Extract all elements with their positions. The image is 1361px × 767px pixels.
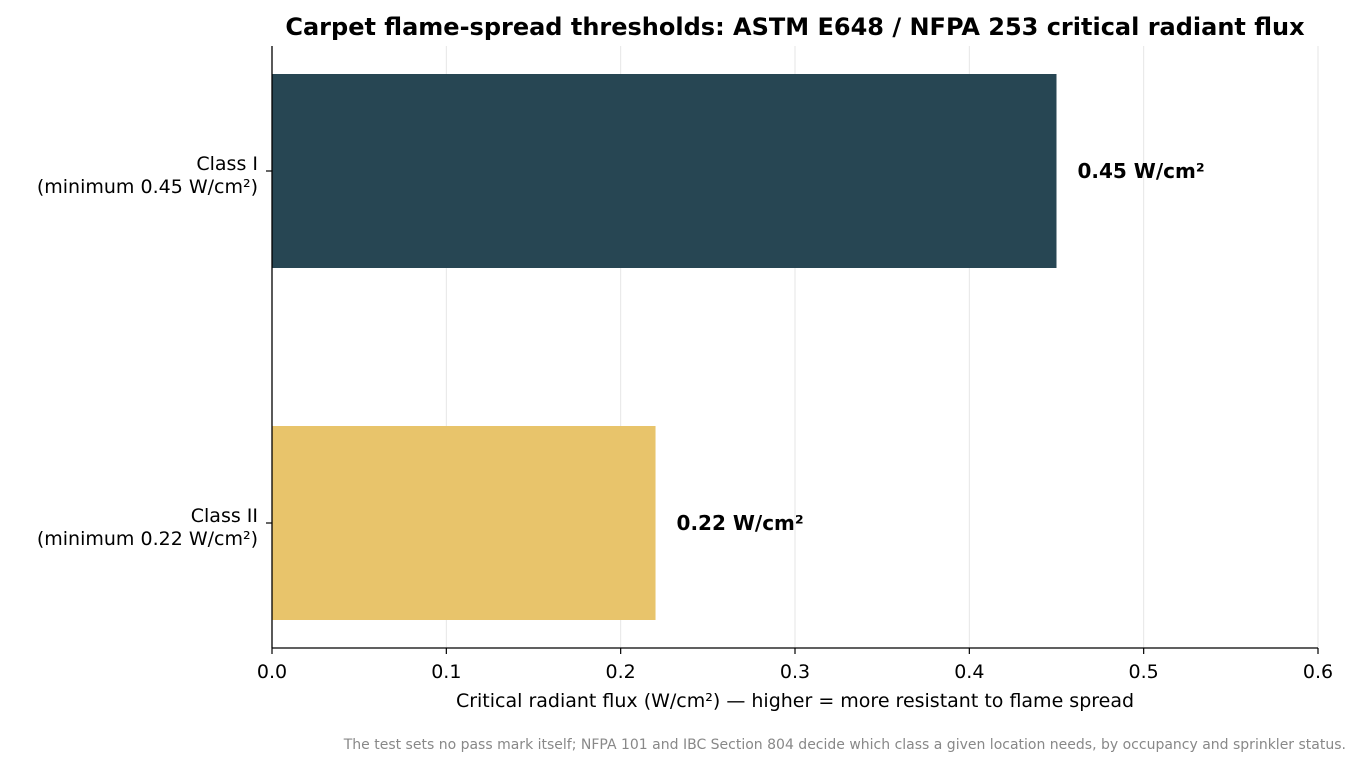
x-tick-label: 0.3: [780, 661, 810, 683]
x-tick-label: 0.2: [606, 661, 636, 683]
y-tick-label: Class II (minimum 0.22 W/cm²): [37, 505, 258, 550]
x-tick-label: 0.5: [1129, 661, 1159, 683]
x-axis-label: Critical radiant flux (W/cm²) — higher =…: [456, 690, 1134, 712]
bars: [272, 74, 1057, 620]
x-tick-label: 0.0: [257, 661, 287, 683]
data-label: 0.45 W/cm²: [1078, 159, 1205, 183]
x-ticks: 0.0 0.1 0.2 0.3 0.4 0.5 0.6: [257, 648, 1333, 683]
x-tick-label: 0.4: [954, 661, 984, 683]
data-label: 0.22 W/cm²: [677, 511, 804, 535]
y-tick-label: Class I (minimum 0.45 W/cm²): [37, 153, 258, 198]
chart-title: Carpet flame-spread thresholds: ASTM E64…: [285, 13, 1305, 41]
footnote: The test sets no pass mark itself; NFPA …: [343, 737, 1346, 753]
x-tick-label: 0.6: [1303, 661, 1333, 683]
y-ticks: Class I (minimum 0.45 W/cm²) Class II (mini…: [37, 153, 272, 550]
data-labels: 0.45 W/cm² 0.22 W/cm²: [677, 159, 1205, 535]
x-tick-label: 0.1: [431, 661, 461, 683]
bar: [272, 426, 656, 620]
bar: [272, 74, 1057, 268]
